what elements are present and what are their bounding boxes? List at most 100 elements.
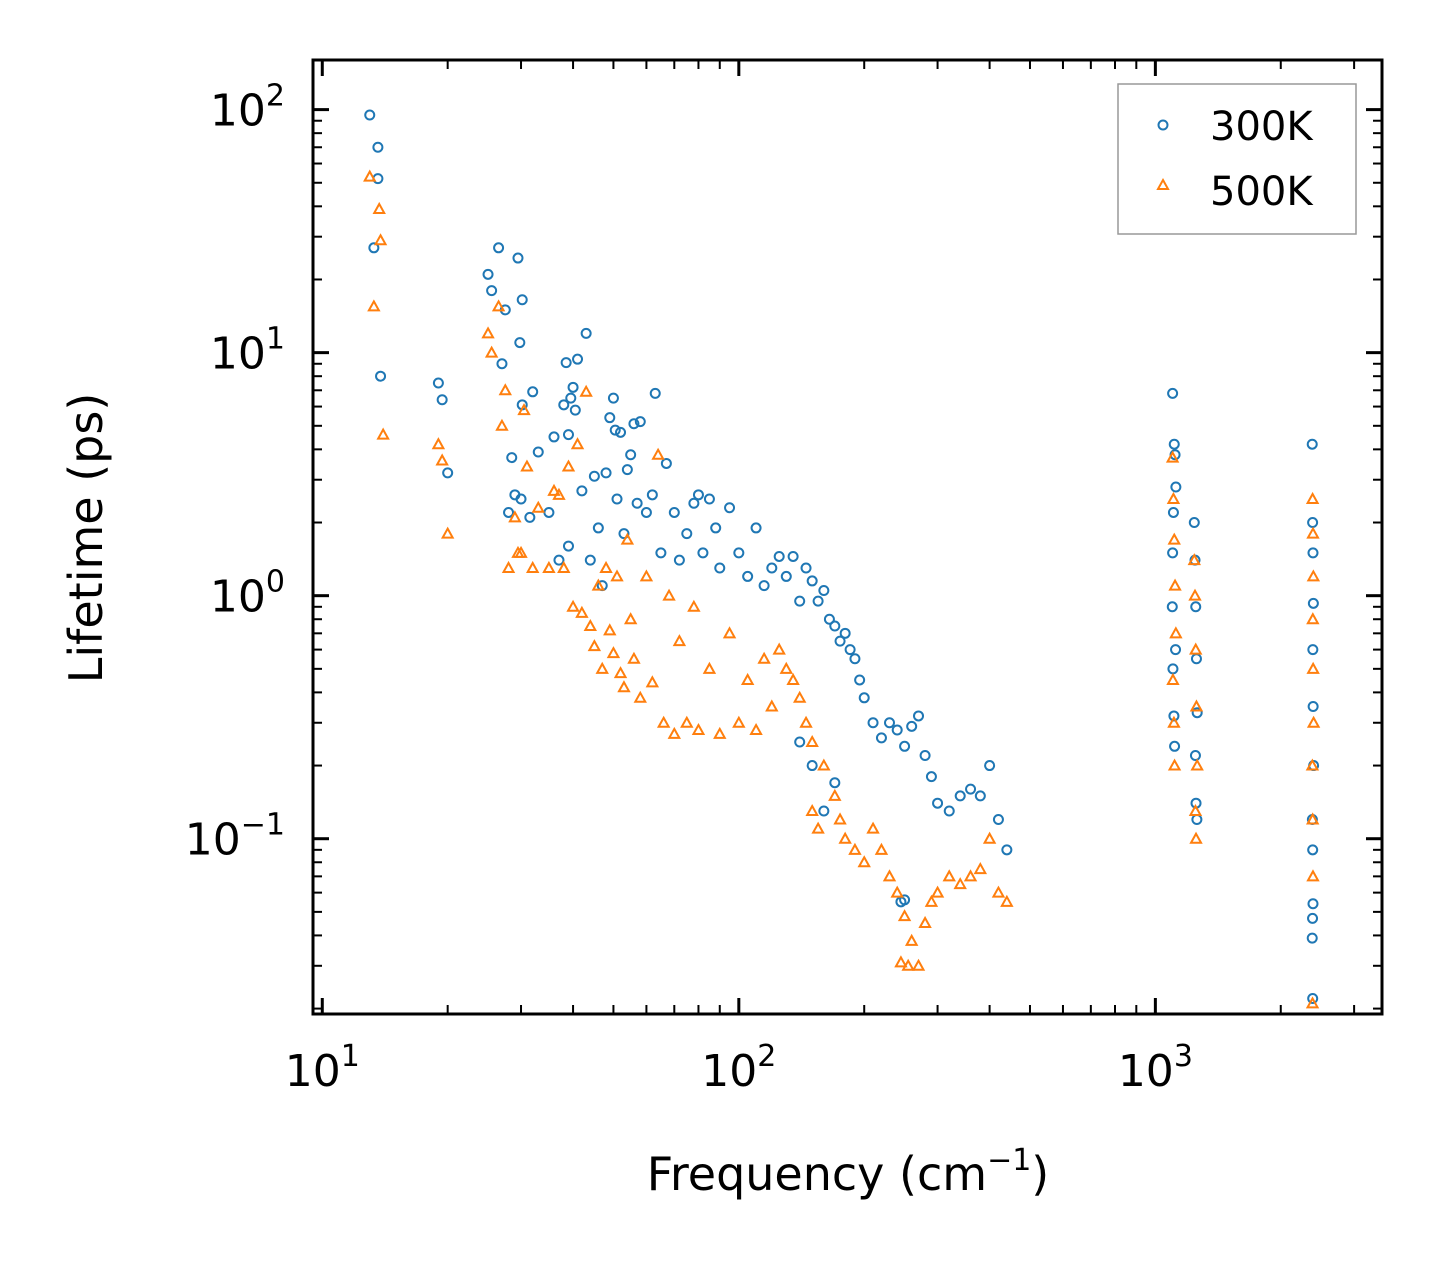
y-tick-label: 10−1 bbox=[185, 808, 285, 866]
data-point bbox=[547, 483, 561, 496]
data-point bbox=[364, 109, 376, 121]
data-point bbox=[818, 805, 830, 817]
data-point bbox=[634, 416, 646, 428]
data-point bbox=[911, 958, 926, 971]
data-point bbox=[806, 575, 818, 587]
data-point bbox=[1167, 532, 1181, 545]
data-point bbox=[1170, 644, 1182, 656]
data-point bbox=[587, 639, 602, 652]
data-point bbox=[508, 510, 522, 523]
data-point bbox=[584, 554, 596, 566]
data-point bbox=[857, 855, 871, 868]
legend-label-500k: 500K bbox=[1210, 169, 1314, 215]
data-point bbox=[1307, 898, 1319, 910]
y-tick-label: 100 bbox=[210, 565, 285, 623]
data-point bbox=[1167, 547, 1179, 559]
data-point bbox=[565, 392, 577, 404]
data-point bbox=[1189, 699, 1204, 712]
data-point bbox=[514, 337, 526, 349]
data-point bbox=[901, 958, 915, 971]
data-point bbox=[891, 724, 903, 736]
legend-marker-300k bbox=[1157, 119, 1169, 131]
data-point bbox=[646, 489, 658, 501]
data-point bbox=[1169, 626, 1183, 639]
data-point bbox=[557, 560, 571, 573]
data-point bbox=[562, 540, 574, 552]
data-point bbox=[1190, 653, 1202, 665]
data-point bbox=[531, 500, 545, 513]
data-point bbox=[620, 532, 635, 545]
legend-label-300k: 300K bbox=[1210, 104, 1314, 150]
data-point bbox=[805, 734, 819, 747]
data-point bbox=[1166, 601, 1178, 613]
data-point bbox=[733, 547, 745, 559]
data-point bbox=[882, 869, 897, 882]
data-point bbox=[1166, 491, 1181, 504]
data-point bbox=[894, 955, 908, 968]
data-point bbox=[1307, 700, 1319, 712]
data-point bbox=[627, 651, 641, 664]
data-point bbox=[899, 740, 911, 752]
data-point bbox=[1168, 578, 1182, 591]
data-point bbox=[442, 467, 454, 479]
data-point bbox=[548, 431, 560, 443]
data-point bbox=[645, 675, 660, 688]
data-point bbox=[714, 562, 726, 574]
data-point bbox=[498, 383, 512, 396]
data-point bbox=[501, 560, 516, 573]
series-layer bbox=[363, 109, 1321, 1009]
data-point bbox=[710, 522, 722, 534]
data-point bbox=[376, 427, 390, 440]
data-point bbox=[560, 357, 572, 369]
series-500K bbox=[363, 169, 1321, 1009]
data-point bbox=[613, 666, 628, 679]
legend-marker-500k bbox=[1156, 177, 1170, 190]
data-point bbox=[570, 437, 585, 450]
data-point bbox=[1170, 481, 1182, 493]
data-point bbox=[673, 554, 685, 566]
data-point bbox=[924, 894, 939, 907]
data-point bbox=[740, 672, 755, 685]
data-point bbox=[1306, 869, 1320, 882]
data-point bbox=[1190, 601, 1202, 613]
data-point bbox=[639, 569, 654, 582]
data-point bbox=[656, 715, 671, 728]
data-point bbox=[818, 585, 830, 597]
data-point bbox=[495, 418, 509, 431]
data-point bbox=[649, 387, 661, 399]
x-tick-label: 102 bbox=[701, 1039, 776, 1097]
data-point bbox=[757, 651, 771, 664]
data-point bbox=[567, 381, 579, 393]
data-point bbox=[580, 327, 592, 339]
data-point bbox=[766, 562, 778, 574]
data-point bbox=[942, 869, 956, 882]
data-point bbox=[611, 493, 623, 505]
data-point bbox=[899, 894, 911, 906]
data-point bbox=[779, 661, 793, 674]
data-point bbox=[838, 831, 852, 844]
data-point bbox=[1305, 996, 1320, 1009]
data-point bbox=[833, 812, 847, 825]
data-point bbox=[599, 560, 613, 573]
data-point bbox=[583, 618, 598, 632]
data-point bbox=[440, 526, 455, 539]
data-point bbox=[1191, 813, 1203, 825]
data-point bbox=[668, 506, 680, 518]
data-point bbox=[1000, 894, 1014, 907]
data-point bbox=[1166, 672, 1180, 685]
data-point bbox=[713, 726, 727, 739]
data-point bbox=[552, 487, 566, 500]
data-point bbox=[566, 599, 580, 612]
data-point bbox=[1307, 912, 1319, 924]
data-point bbox=[1001, 844, 1013, 856]
data-point bbox=[1307, 644, 1319, 656]
data-point bbox=[866, 821, 880, 834]
data-point bbox=[1169, 740, 1181, 752]
data-point bbox=[805, 803, 819, 817]
data-point bbox=[829, 777, 841, 789]
data-point bbox=[844, 644, 856, 656]
data-point bbox=[984, 760, 996, 772]
data-point bbox=[918, 915, 932, 928]
data-point bbox=[493, 242, 505, 254]
data-point bbox=[1305, 758, 1320, 771]
